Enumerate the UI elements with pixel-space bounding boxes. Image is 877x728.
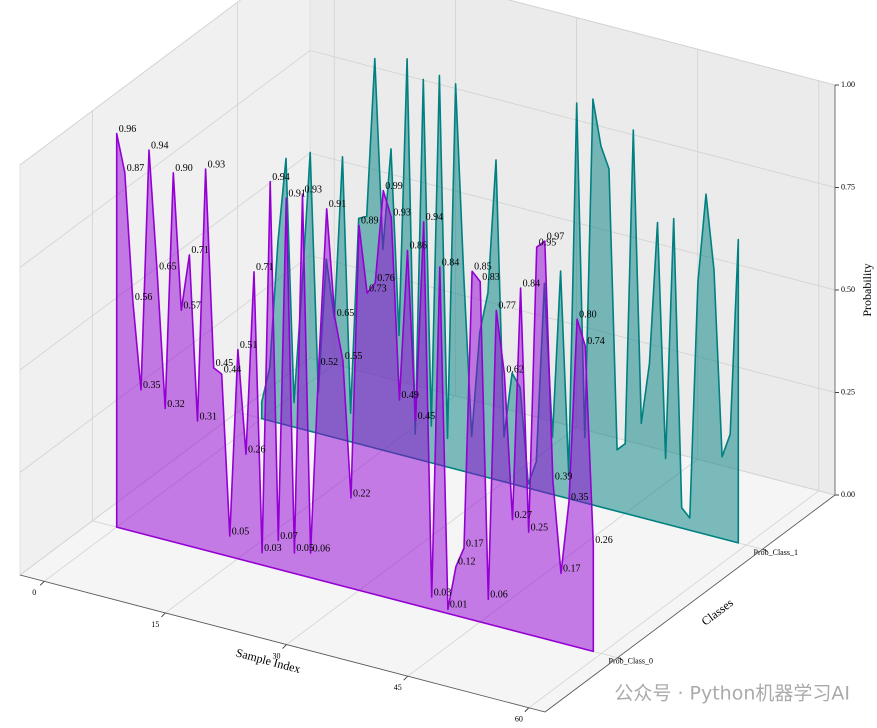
labels: 0 15 30 45 60 Prob_Class_0 Prob_Class_1 0.00 0.2… xyxy=(19,80,855,724)
data-label: 0.31 xyxy=(200,411,218,422)
data-label: 0.94 xyxy=(151,140,169,151)
data-label: 0.17 xyxy=(563,564,581,575)
data-label: 0.71 xyxy=(256,262,274,273)
x-axis-line xyxy=(19,574,546,713)
data-label: 0.76 xyxy=(377,273,395,284)
data-label: 0.80 xyxy=(579,310,597,321)
data-label: 0.77 xyxy=(498,301,516,312)
y-axis-line xyxy=(544,494,836,713)
data-label: 0.51 xyxy=(240,340,258,351)
x-tick-label: 0 xyxy=(32,588,36,597)
data-label: 0.39 xyxy=(555,471,573,482)
y-tick xyxy=(762,548,768,552)
data-label: 0.93 xyxy=(305,185,323,196)
data-label: 0.32 xyxy=(167,399,185,410)
data-label: 0.93 xyxy=(208,159,226,170)
data-label: 0.35 xyxy=(571,492,589,503)
data-label: 0.95 xyxy=(539,237,557,248)
data-label: 0.27 xyxy=(515,510,533,521)
data-label: 0.25 xyxy=(531,522,549,533)
z-grid-line xyxy=(19,0,836,166)
data-label: 0.56 xyxy=(135,292,153,303)
x-axis-label: Sample Index xyxy=(234,645,302,676)
data-label: 0.06 xyxy=(313,543,331,554)
data-label: 0.03 xyxy=(264,543,282,554)
data-label: 0.12 xyxy=(458,557,476,568)
data-label: 0.05 xyxy=(232,526,250,537)
data-label: 0.86 xyxy=(410,241,428,252)
data-label: 0.01 xyxy=(450,600,468,611)
data-label: 0.44 xyxy=(224,364,242,375)
x-tick-label: 15 xyxy=(151,620,159,629)
x-tick xyxy=(161,612,166,618)
data-label: 0.71 xyxy=(191,245,209,256)
data-label: 0.55 xyxy=(345,351,363,362)
y-axis-label: Classes xyxy=(699,595,736,628)
data-label: 0.17 xyxy=(466,538,484,549)
data-label: 0.90 xyxy=(175,163,193,174)
data-label: 0.07 xyxy=(280,531,298,542)
z-axis-label: Probability xyxy=(860,263,874,316)
data-label: 0.26 xyxy=(595,535,613,546)
data-label: 0.35 xyxy=(143,380,161,391)
watermark: 公众号 · Python机器学习AI xyxy=(614,683,850,705)
data-label: 0.99 xyxy=(385,181,403,192)
z-tick-label: 0.25 xyxy=(841,387,855,396)
data-label: 0.73 xyxy=(369,283,387,294)
data-label: 0.84 xyxy=(523,278,541,289)
z-tick-label: 0.00 xyxy=(841,490,855,499)
x-tick xyxy=(282,644,287,649)
data-label: 0.91 xyxy=(288,189,306,200)
x-tick-label: 45 xyxy=(394,683,402,692)
x-tick xyxy=(524,707,530,713)
data-label: 0.87 xyxy=(127,163,145,174)
data-label: 0.96 xyxy=(119,124,137,135)
data-label: 0.06 xyxy=(490,590,508,601)
data-label: 0.03 xyxy=(434,587,452,598)
z-tick-label: 0.50 xyxy=(841,285,855,294)
data-label: 0.26 xyxy=(248,444,266,455)
data-label: 0.52 xyxy=(321,357,339,368)
data-label: 0.65 xyxy=(159,261,177,272)
x-tick xyxy=(39,580,45,586)
data-label: 0.93 xyxy=(393,208,411,219)
z-tick-label: 1.00 xyxy=(841,80,855,89)
x-tick xyxy=(403,675,409,681)
data-label: 0.74 xyxy=(587,336,605,347)
data-label: 0.49 xyxy=(401,390,419,401)
y-tick-label: Prob_Class_1 xyxy=(754,548,798,557)
data-label: 0.62 xyxy=(506,364,524,375)
y-tick xyxy=(617,657,623,661)
y-tick-label: Prob_Class_0 xyxy=(609,657,653,666)
data-label: 0.05 xyxy=(296,543,314,554)
data-label: 0.57 xyxy=(183,301,201,312)
data-label: 0.85 xyxy=(474,262,492,273)
x-tick-label: 30 xyxy=(273,651,281,660)
data-label: 0.91 xyxy=(329,199,347,210)
data-label: 0.94 xyxy=(426,212,444,223)
data-label: 0.84 xyxy=(442,257,460,268)
data-label: 0.45 xyxy=(418,411,436,422)
x-tick-label: 60 xyxy=(515,715,523,724)
z-tick-label: 0.75 xyxy=(841,182,855,191)
data-label: 0.89 xyxy=(361,216,379,227)
area xyxy=(115,132,595,653)
data-label: 0.97 xyxy=(547,231,565,242)
data-label: 0.22 xyxy=(353,488,371,499)
data-label: 0.83 xyxy=(482,272,500,283)
data-label: 0.65 xyxy=(337,308,355,319)
marks: 0.96 0.87 0.56 0.35 0.94 0.65 0.32 0.90 0.57 0.71… xyxy=(115,57,740,653)
data-label: 0.45 xyxy=(216,358,234,369)
data-label: 0.94 xyxy=(272,172,290,183)
